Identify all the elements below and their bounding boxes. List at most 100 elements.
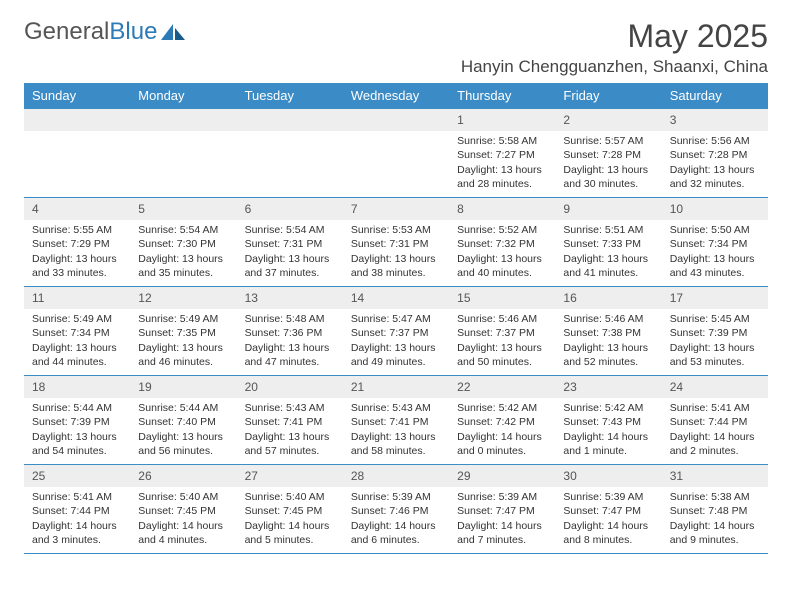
calendar-day-cell: 12Sunrise: 5:49 AMSunset: 7:35 PMDayligh… <box>130 287 236 375</box>
day-number: 12 <box>130 287 236 309</box>
daylight-line: Daylight: 14 hours and 7 minutes. <box>457 519 547 547</box>
calendar-day-cell: 16Sunrise: 5:46 AMSunset: 7:38 PMDayligh… <box>555 287 661 375</box>
day-content: Sunrise: 5:39 AMSunset: 7:46 PMDaylight:… <box>343 487 449 553</box>
calendar-day-cell: 17Sunrise: 5:45 AMSunset: 7:39 PMDayligh… <box>662 287 768 375</box>
calendar-day-cell: 28Sunrise: 5:39 AMSunset: 7:46 PMDayligh… <box>343 465 449 553</box>
day-number: 26 <box>130 465 236 487</box>
sunset-line: Sunset: 7:47 PM <box>563 504 653 518</box>
logo-sail-icon <box>159 22 187 42</box>
daylight-line: Daylight: 13 hours and 41 minutes. <box>563 252 653 280</box>
sunrise-line: Sunrise: 5:49 AM <box>32 312 122 326</box>
sunrise-line: Sunrise: 5:55 AM <box>32 223 122 237</box>
daylight-line: Daylight: 13 hours and 56 minutes. <box>138 430 228 458</box>
location: Hanyin Chengguanzhen, Shaanxi, China <box>461 57 768 77</box>
day-content: Sunrise: 5:41 AMSunset: 7:44 PMDaylight:… <box>662 398 768 464</box>
day-number: 25 <box>24 465 130 487</box>
sunrise-line: Sunrise: 5:43 AM <box>245 401 335 415</box>
sunset-line: Sunset: 7:27 PM <box>457 148 547 162</box>
calendar-day-cell: 5Sunrise: 5:54 AMSunset: 7:30 PMDaylight… <box>130 198 236 286</box>
sunset-line: Sunset: 7:31 PM <box>245 237 335 251</box>
daylight-line: Daylight: 14 hours and 8 minutes. <box>563 519 653 547</box>
weekday-header: Tuesday <box>237 83 343 108</box>
logo: GeneralBlue <box>24 18 187 46</box>
sunrise-line: Sunrise: 5:50 AM <box>670 223 760 237</box>
logo-word2: Blue <box>109 18 157 45</box>
day-number: 5 <box>130 198 236 220</box>
sunset-line: Sunset: 7:33 PM <box>563 237 653 251</box>
day-content: Sunrise: 5:43 AMSunset: 7:41 PMDaylight:… <box>343 398 449 464</box>
calendar-day-cell: 20Sunrise: 5:43 AMSunset: 7:41 PMDayligh… <box>237 376 343 464</box>
header: GeneralBlue May 2025 Hanyin Chengguanzhe… <box>24 18 768 77</box>
calendar-day-cell: 19Sunrise: 5:44 AMSunset: 7:40 PMDayligh… <box>130 376 236 464</box>
day-content: Sunrise: 5:46 AMSunset: 7:37 PMDaylight:… <box>449 309 555 375</box>
day-content: Sunrise: 5:53 AMSunset: 7:31 PMDaylight:… <box>343 220 449 286</box>
weekday-header: Friday <box>555 83 661 108</box>
day-content: Sunrise: 5:57 AMSunset: 7:28 PMDaylight:… <box>555 131 661 197</box>
calendar-day-cell: 29Sunrise: 5:39 AMSunset: 7:47 PMDayligh… <box>449 465 555 553</box>
weekday-header: Saturday <box>662 83 768 108</box>
day-number: 15 <box>449 287 555 309</box>
day-number: 30 <box>555 465 661 487</box>
sunrise-line: Sunrise: 5:57 AM <box>563 134 653 148</box>
sunset-line: Sunset: 7:43 PM <box>563 415 653 429</box>
calendar-day-cell <box>24 109 130 197</box>
day-content: Sunrise: 5:50 AMSunset: 7:34 PMDaylight:… <box>662 220 768 286</box>
day-content: Sunrise: 5:42 AMSunset: 7:42 PMDaylight:… <box>449 398 555 464</box>
calendar-day-cell <box>130 109 236 197</box>
sunrise-line: Sunrise: 5:45 AM <box>670 312 760 326</box>
sunset-line: Sunset: 7:40 PM <box>138 415 228 429</box>
daylight-line: Daylight: 13 hours and 28 minutes. <box>457 163 547 191</box>
sunrise-line: Sunrise: 5:46 AM <box>563 312 653 326</box>
daylight-line: Daylight: 13 hours and 37 minutes. <box>245 252 335 280</box>
daylight-line: Daylight: 13 hours and 50 minutes. <box>457 341 547 369</box>
sunrise-line: Sunrise: 5:56 AM <box>670 134 760 148</box>
calendar-day-cell <box>237 109 343 197</box>
weekday-header: Thursday <box>449 83 555 108</box>
day-number: 2 <box>555 109 661 131</box>
sunrise-line: Sunrise: 5:47 AM <box>351 312 441 326</box>
sunrise-line: Sunrise: 5:42 AM <box>457 401 547 415</box>
day-content: Sunrise: 5:54 AMSunset: 7:30 PMDaylight:… <box>130 220 236 286</box>
day-number: 3 <box>662 109 768 131</box>
day-content: Sunrise: 5:48 AMSunset: 7:36 PMDaylight:… <box>237 309 343 375</box>
day-number: 7 <box>343 198 449 220</box>
sunrise-line: Sunrise: 5:40 AM <box>138 490 228 504</box>
calendar-day-cell: 13Sunrise: 5:48 AMSunset: 7:36 PMDayligh… <box>237 287 343 375</box>
calendar-day-cell: 25Sunrise: 5:41 AMSunset: 7:44 PMDayligh… <box>24 465 130 553</box>
day-number: 13 <box>237 287 343 309</box>
daylight-line: Daylight: 13 hours and 49 minutes. <box>351 341 441 369</box>
weekday-header: Wednesday <box>343 83 449 108</box>
calendar-week-row: 4Sunrise: 5:55 AMSunset: 7:29 PMDaylight… <box>24 197 768 286</box>
day-number: 1 <box>449 109 555 131</box>
calendar-day-cell: 8Sunrise: 5:52 AMSunset: 7:32 PMDaylight… <box>449 198 555 286</box>
day-number: 11 <box>24 287 130 309</box>
day-content: Sunrise: 5:44 AMSunset: 7:40 PMDaylight:… <box>130 398 236 464</box>
calendar-day-cell: 6Sunrise: 5:54 AMSunset: 7:31 PMDaylight… <box>237 198 343 286</box>
calendar-day-cell: 31Sunrise: 5:38 AMSunset: 7:48 PMDayligh… <box>662 465 768 553</box>
day-number: 18 <box>24 376 130 398</box>
day-content: Sunrise: 5:49 AMSunset: 7:35 PMDaylight:… <box>130 309 236 375</box>
day-number: 16 <box>555 287 661 309</box>
sunrise-line: Sunrise: 5:43 AM <box>351 401 441 415</box>
sunset-line: Sunset: 7:44 PM <box>32 504 122 518</box>
calendar-week-row: 18Sunrise: 5:44 AMSunset: 7:39 PMDayligh… <box>24 375 768 464</box>
daylight-line: Daylight: 13 hours and 46 minutes. <box>138 341 228 369</box>
day-content: Sunrise: 5:55 AMSunset: 7:29 PMDaylight:… <box>24 220 130 286</box>
sunrise-line: Sunrise: 5:58 AM <box>457 134 547 148</box>
daylight-line: Daylight: 13 hours and 47 minutes. <box>245 341 335 369</box>
calendar-week-row: 25Sunrise: 5:41 AMSunset: 7:44 PMDayligh… <box>24 464 768 554</box>
sunset-line: Sunset: 7:41 PM <box>245 415 335 429</box>
calendar-day-cell: 26Sunrise: 5:40 AMSunset: 7:45 PMDayligh… <box>130 465 236 553</box>
day-content: Sunrise: 5:40 AMSunset: 7:45 PMDaylight:… <box>237 487 343 553</box>
day-number: 8 <box>449 198 555 220</box>
calendar-week-row: 11Sunrise: 5:49 AMSunset: 7:34 PMDayligh… <box>24 286 768 375</box>
calendar-day-cell: 9Sunrise: 5:51 AMSunset: 7:33 PMDaylight… <box>555 198 661 286</box>
daylight-line: Daylight: 13 hours and 53 minutes. <box>670 341 760 369</box>
calendar-day-cell: 7Sunrise: 5:53 AMSunset: 7:31 PMDaylight… <box>343 198 449 286</box>
sunset-line: Sunset: 7:36 PM <box>245 326 335 340</box>
day-content: Sunrise: 5:39 AMSunset: 7:47 PMDaylight:… <box>555 487 661 553</box>
day-number: 19 <box>130 376 236 398</box>
daylight-line: Daylight: 14 hours and 3 minutes. <box>32 519 122 547</box>
daylight-line: Daylight: 14 hours and 4 minutes. <box>138 519 228 547</box>
day-number: 29 <box>449 465 555 487</box>
